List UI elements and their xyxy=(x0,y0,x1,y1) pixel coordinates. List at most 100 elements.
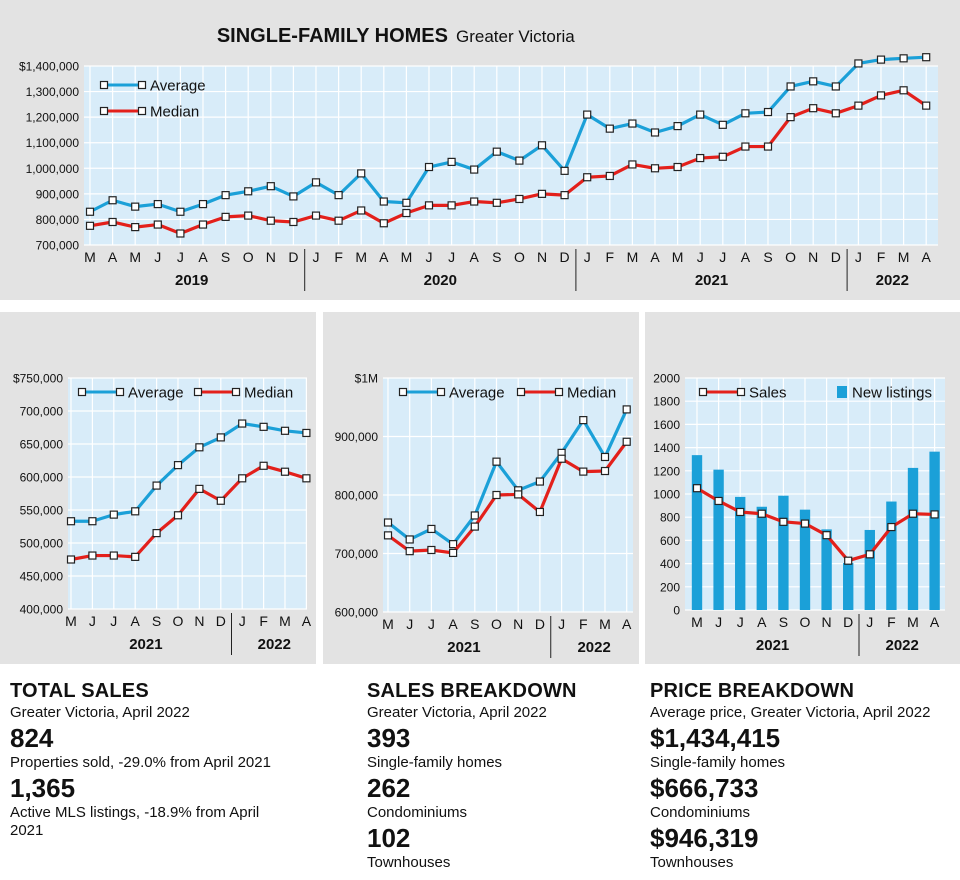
sales-point xyxy=(736,507,745,517)
year-label: 2021 xyxy=(756,637,789,654)
x-tick-label: J xyxy=(855,249,862,265)
x-tick-label: M xyxy=(691,614,703,630)
average-point xyxy=(605,124,614,133)
average-legend-marker xyxy=(99,80,109,90)
bar xyxy=(821,529,832,610)
x-tick-label: A xyxy=(930,614,940,630)
y-tick-label: $1,400,000 xyxy=(19,60,79,74)
average-point xyxy=(492,457,501,466)
info-heading: PRICE BREAKDOWN xyxy=(650,680,855,702)
townhouses-panel: $1M 900,000 800,000 700,000 600,000 M J J A S O N D J… xyxy=(323,312,639,664)
median-point xyxy=(216,496,225,505)
info-subheading: Greater Victoria, April 2022 xyxy=(367,704,547,721)
median-point xyxy=(922,101,931,110)
average-point xyxy=(302,428,311,438)
y-tick-label: 1,000,000 xyxy=(26,162,80,176)
sales-listings-panel: 2000 1800 1600 1400 1200 1000 800 600 400 200 0 M J J… xyxy=(645,312,960,664)
average-point xyxy=(786,82,795,91)
bar xyxy=(864,529,875,610)
median-point xyxy=(448,548,458,558)
info-value: 102 xyxy=(367,823,411,853)
x-tick-label: F xyxy=(259,613,268,629)
bar xyxy=(778,495,789,610)
median-point xyxy=(628,160,637,169)
x-tick-label: S xyxy=(221,249,230,265)
average-point xyxy=(583,110,592,119)
x-tick-label: S xyxy=(492,249,501,265)
average-point xyxy=(537,141,547,150)
median-legend-marker xyxy=(99,106,109,116)
median-legend-marker xyxy=(231,387,241,397)
x-tick-label: M xyxy=(129,249,141,265)
sales-breakdown-info: SALES BREAKDOWN Greater Victoria, April … xyxy=(367,678,677,872)
average-point xyxy=(922,53,931,62)
average-point xyxy=(216,433,225,442)
median-point xyxy=(289,217,298,227)
average-legend-marker xyxy=(137,80,147,90)
x-tick-label: N xyxy=(513,616,523,632)
median-point xyxy=(173,511,183,520)
median-legend-marker xyxy=(554,387,564,397)
bar xyxy=(907,467,919,610)
sales-point xyxy=(887,522,896,532)
median-point xyxy=(696,153,705,163)
x-tick-label: A xyxy=(131,613,141,629)
median-point xyxy=(88,551,97,560)
median-point xyxy=(492,198,501,207)
average-point xyxy=(402,198,411,207)
x-tick-label: J xyxy=(154,249,161,265)
average-point xyxy=(198,199,208,209)
x-tick-label: J xyxy=(426,249,433,265)
x-tick-label: A xyxy=(302,613,312,629)
sales-point xyxy=(908,509,918,518)
x-tick-label: D xyxy=(216,613,226,629)
median-point xyxy=(131,223,140,232)
average-point xyxy=(85,207,95,216)
info-label: Condominiums xyxy=(367,804,468,821)
y-tick-label: 2000 xyxy=(653,372,680,386)
x-tick-label: M xyxy=(898,249,910,265)
average-point xyxy=(427,524,436,534)
x-tick-label: A xyxy=(470,249,480,265)
average-point xyxy=(876,55,886,64)
average-point xyxy=(650,128,660,137)
info-value: $666,733 xyxy=(650,773,759,803)
average-point xyxy=(108,196,117,205)
info-label: Single-family homes xyxy=(367,754,503,771)
average-point xyxy=(424,162,434,172)
median-point xyxy=(280,467,290,476)
single-family-chart: SINGLE-FAMILY HOMES Greater Victoria $1,… xyxy=(19,25,938,291)
median-point xyxy=(424,201,434,210)
info-heading: SALES BREAKDOWN xyxy=(367,680,577,702)
average-point xyxy=(622,405,631,414)
median-point xyxy=(470,197,479,206)
sales-point xyxy=(757,509,766,518)
median-point xyxy=(447,201,456,210)
average-point xyxy=(152,481,161,490)
median-point xyxy=(763,142,773,151)
x-tick-label: S xyxy=(779,614,788,630)
x-tick-label: M xyxy=(382,616,394,632)
average-point xyxy=(244,187,253,196)
info-value: 824 xyxy=(10,723,54,753)
info-heading: TOTAL SALES xyxy=(10,680,149,702)
average-legend-label: Average xyxy=(150,78,206,95)
average-point xyxy=(515,156,524,165)
median-point xyxy=(579,467,588,476)
x-tick-label: O xyxy=(491,616,502,632)
year-label: 2022 xyxy=(577,639,610,656)
x-tick-label: A xyxy=(198,249,208,265)
x-tick-label: A xyxy=(757,614,767,630)
chart-title: SINGLE-FAMILY HOMES xyxy=(217,25,448,47)
median-point xyxy=(405,547,414,556)
single-family-panel: SINGLE-FAMILY HOMES Greater Victoria $1,… xyxy=(0,0,960,300)
condominiums-panel: $750,000 700,000 650,000 600,000 550,000 500,… xyxy=(0,312,316,664)
total-sales-info: TOTAL SALES Greater Victoria, April 2022… xyxy=(10,678,320,840)
year-label: 2022 xyxy=(876,272,909,289)
median-legend-marker xyxy=(137,106,147,116)
average-point xyxy=(470,165,479,174)
y-tick-label: 800 xyxy=(660,511,680,525)
average-point xyxy=(470,511,479,520)
median-legend-label: Median xyxy=(150,104,199,121)
